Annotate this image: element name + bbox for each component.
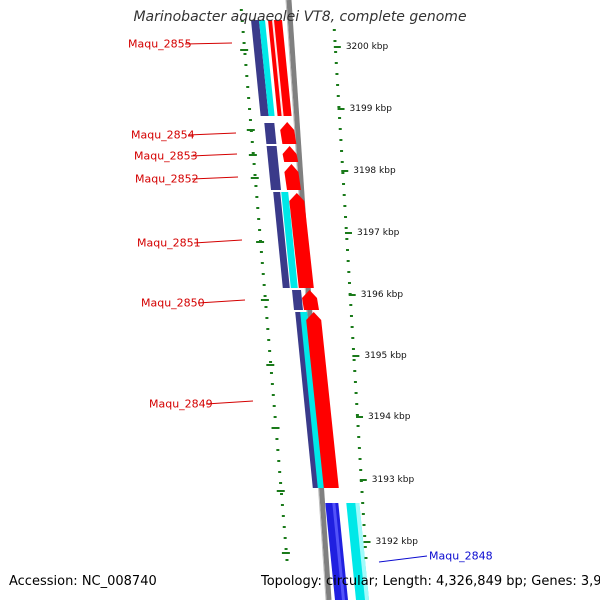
scale-tick-label: 3192 kbp [375, 537, 418, 547]
forward-cds-block [300, 312, 325, 488]
reverse-cds-block [264, 123, 277, 144]
gene-leader-line [378, 555, 428, 563]
gene-highlight [355, 503, 369, 600]
gene-leader-line [193, 239, 243, 244]
forward-gene-arrow [282, 146, 299, 162]
scale-tick-label: 3193 kbp [371, 475, 415, 485]
gene-label: Maqu_2850 [141, 296, 205, 310]
reverse-cds-block [292, 290, 303, 310]
gene-label: Maqu_2852 [135, 172, 199, 186]
gene-leader-line [184, 42, 233, 45]
forward-gene-block [268, 20, 292, 116]
forward-gene-arrow [289, 193, 314, 288]
gene-label: Maqu_2851 [137, 236, 201, 250]
scale-tick-label: 3200 kbp [345, 42, 389, 52]
reverse-cds-block [251, 20, 269, 116]
forward-gene-arrow [280, 122, 297, 144]
gene-label: Maqu_2848 [429, 549, 493, 563]
scale-tick-label: 3198 kbp [353, 166, 396, 176]
genome-summary-text: Topology: circular; Length: 4,326,849 bp… [261, 574, 600, 589]
scale-tick-label: 3199 kbp [349, 104, 392, 114]
gene-label: Maqu_2854 [131, 128, 195, 142]
gene-leader-line [205, 400, 254, 405]
gene-label: Maqu_2849 [149, 397, 213, 411]
forward-gene-arrow [302, 290, 319, 310]
reverse-cds-block [273, 192, 290, 288]
gene-separator [272, 20, 284, 116]
scale-tick-label: 3194 kbp [368, 412, 411, 422]
scale-tick-label: 3197 kbp [356, 228, 400, 238]
accession-text: Accession: NC_008740 [9, 574, 157, 589]
gene-label: Maqu_2855 [128, 37, 192, 51]
forward-gene-arrow [284, 164, 301, 190]
reverse-cds-block [295, 312, 319, 488]
gene-leader-line [197, 299, 246, 304]
scale-tick-label: 3195 kbp [364, 351, 407, 361]
gene-highlight [332, 503, 345, 600]
forward-cds-block [259, 20, 275, 116]
scale-tick-label: 3196 kbp [360, 290, 404, 300]
gene-leader-line [187, 132, 237, 136]
reverse-cds-block [266, 146, 281, 190]
forward-gene-arrow [306, 312, 339, 488]
map-title: Marinobacter aquaeolei VT8, complete gen… [133, 9, 467, 25]
gene-label: Maqu_2853 [134, 149, 198, 163]
gene-leader-line [191, 176, 239, 180]
forward-cds-block [281, 192, 298, 288]
gene-leader-line [190, 153, 238, 157]
